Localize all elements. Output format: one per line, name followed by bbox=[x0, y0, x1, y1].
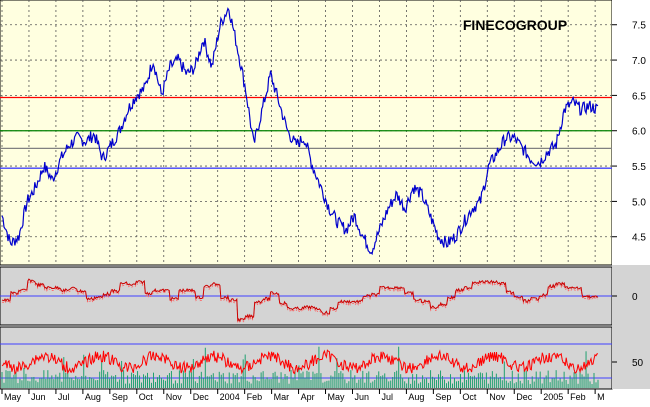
x-tick-label: 2005 bbox=[543, 392, 563, 402]
x-tick-label: Dec bbox=[193, 392, 210, 402]
x-tick-label: Nov bbox=[166, 392, 183, 402]
osc-line bbox=[1, 278, 599, 323]
price-series bbox=[1, 7, 599, 256]
x-tick-label: May bbox=[328, 392, 346, 402]
y-tick-label: 50 bbox=[632, 358, 644, 369]
x-tick-label: Sep bbox=[435, 392, 451, 402]
x-tick-label: Oct bbox=[139, 392, 154, 402]
x-tick-label: Jun bbox=[354, 392, 369, 402]
rsi-series bbox=[0, 343, 612, 388]
x-tick-label: Aug bbox=[408, 392, 424, 402]
x-tick-label: May bbox=[4, 392, 22, 402]
price-line bbox=[1, 7, 599, 256]
x-axis-ticks: May Jun Jul Aug Sep Oct Nov Dec 2004 Feb Mar Apr May… bbox=[1, 389, 605, 402]
reference-lines bbox=[0, 96, 612, 169]
y-tick-label: 7.0 bbox=[632, 56, 646, 67]
chart-title: FINECOGROUP bbox=[463, 17, 567, 33]
x-tick-label: Dec bbox=[516, 392, 533, 402]
x-tick-label: 2004 bbox=[220, 392, 240, 402]
y-tick-label: 6.5 bbox=[632, 91, 646, 102]
x-tick-label: Jul bbox=[381, 392, 393, 402]
x-tick-label: Nov bbox=[489, 392, 506, 402]
x-tick-label: Aug bbox=[85, 392, 101, 402]
price-panel bbox=[0, 0, 613, 266]
y-axis-ticks: 4.5 5.0 5.5 6.0 6.5 7.0 7.5 0 50 bbox=[612, 21, 646, 369]
gridlines bbox=[0, 0, 612, 265]
x-tick-label: Jul bbox=[58, 392, 70, 402]
y-tick-label: 5.0 bbox=[632, 197, 646, 208]
y-tick-label: 6.0 bbox=[632, 127, 646, 138]
x-tick-label: Feb bbox=[570, 392, 586, 402]
x-tick-label: Oct bbox=[462, 392, 477, 402]
x-tick-label: Mar bbox=[274, 392, 290, 402]
x-tick-label: Sep bbox=[112, 392, 128, 402]
y-tick-label: 7.5 bbox=[632, 21, 646, 32]
x-tick-label: M bbox=[597, 392, 605, 402]
axis-strip-osc bbox=[612, 265, 650, 327]
x-tick-label: Apr bbox=[301, 392, 315, 402]
x-tick-label: Jun bbox=[31, 392, 46, 402]
y-tick-label: 4.5 bbox=[632, 233, 646, 244]
axis-strip-rsi bbox=[612, 325, 650, 389]
rsi-line bbox=[1, 349, 599, 376]
y-tick-label: 0 bbox=[632, 292, 638, 303]
x-tick-label: Feb bbox=[247, 392, 263, 402]
y-tick-label: 5.5 bbox=[632, 162, 646, 173]
oscillator-series bbox=[0, 278, 612, 323]
